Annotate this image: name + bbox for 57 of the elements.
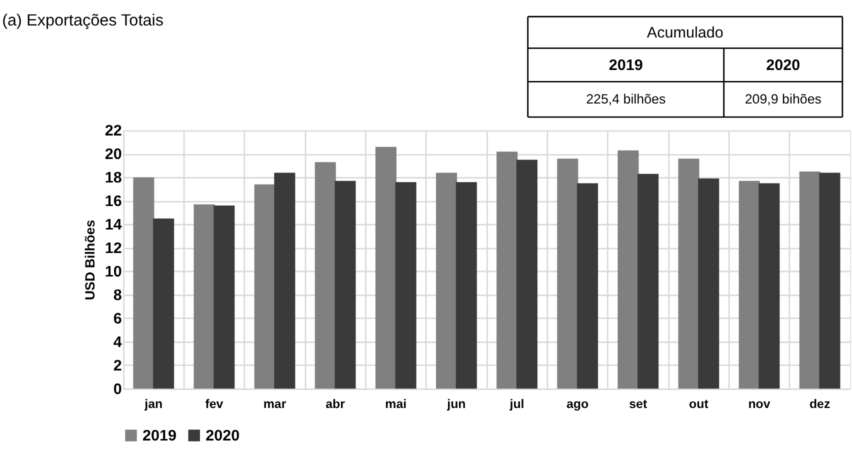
bar (576, 183, 598, 389)
x-tick-label: fev (205, 397, 224, 412)
bar (799, 172, 820, 389)
y-tick-label: 18 (104, 170, 122, 187)
y-tick-label: 0 (113, 380, 122, 398)
y-tick-label: 4 (113, 334, 122, 351)
y-tick-label: 16 (104, 193, 122, 210)
bar (738, 180, 760, 389)
bar (153, 218, 174, 389)
x-tick-label: mar (263, 397, 286, 412)
x-tick-label: set (629, 397, 648, 412)
x-tick-label: jul (508, 397, 524, 412)
y-tick-label: 14 (104, 216, 122, 234)
chart-title: (a) Exportações Totais (2, 11, 164, 30)
y-tick-label: 10 (104, 264, 122, 281)
bar (819, 172, 840, 389)
y-tick-label: 8 (113, 287, 122, 304)
bar (375, 146, 396, 389)
y-axis-title: USD Bilhões (82, 220, 98, 300)
y-tick-label: 22 (104, 122, 122, 140)
bar (133, 177, 154, 389)
x-tick-label: abr (326, 397, 346, 412)
y-tick-label: 2 (113, 357, 122, 374)
bar (516, 160, 538, 389)
y-tick-label: 12 (104, 240, 122, 258)
x-tick-label: jun (446, 397, 466, 412)
bar (638, 174, 659, 389)
bar (334, 180, 356, 389)
bar (254, 184, 276, 389)
bar (456, 182, 477, 389)
text: 2019 (608, 57, 643, 74)
x-tick-label: jan (144, 397, 163, 412)
bar (496, 152, 518, 389)
bar (618, 150, 639, 389)
text: 209,9 bihões (744, 92, 822, 107)
x-tick-label: out (689, 397, 708, 412)
text: Acumulado (646, 24, 724, 42)
y-tick-label: 20 (104, 146, 122, 164)
bar (214, 206, 235, 389)
x-tick-label: nov (748, 397, 770, 412)
bar (395, 182, 416, 389)
legend-label: 2019 (142, 427, 176, 444)
bar (678, 158, 700, 389)
text: 2020 (766, 57, 800, 74)
bar (194, 204, 215, 389)
legend-label: 2020 (206, 427, 240, 444)
bar (557, 158, 578, 389)
text: 225,4 bilhões (586, 92, 666, 107)
x-tick-label: ago (566, 397, 590, 412)
bar (698, 178, 720, 389)
bar (274, 172, 296, 389)
y-tick-label: 6 (113, 310, 122, 328)
x-tick-label: mai (385, 397, 407, 412)
x-tick-label: dez (809, 397, 830, 412)
bar (436, 172, 458, 389)
bar (314, 162, 336, 389)
bar (758, 183, 780, 389)
